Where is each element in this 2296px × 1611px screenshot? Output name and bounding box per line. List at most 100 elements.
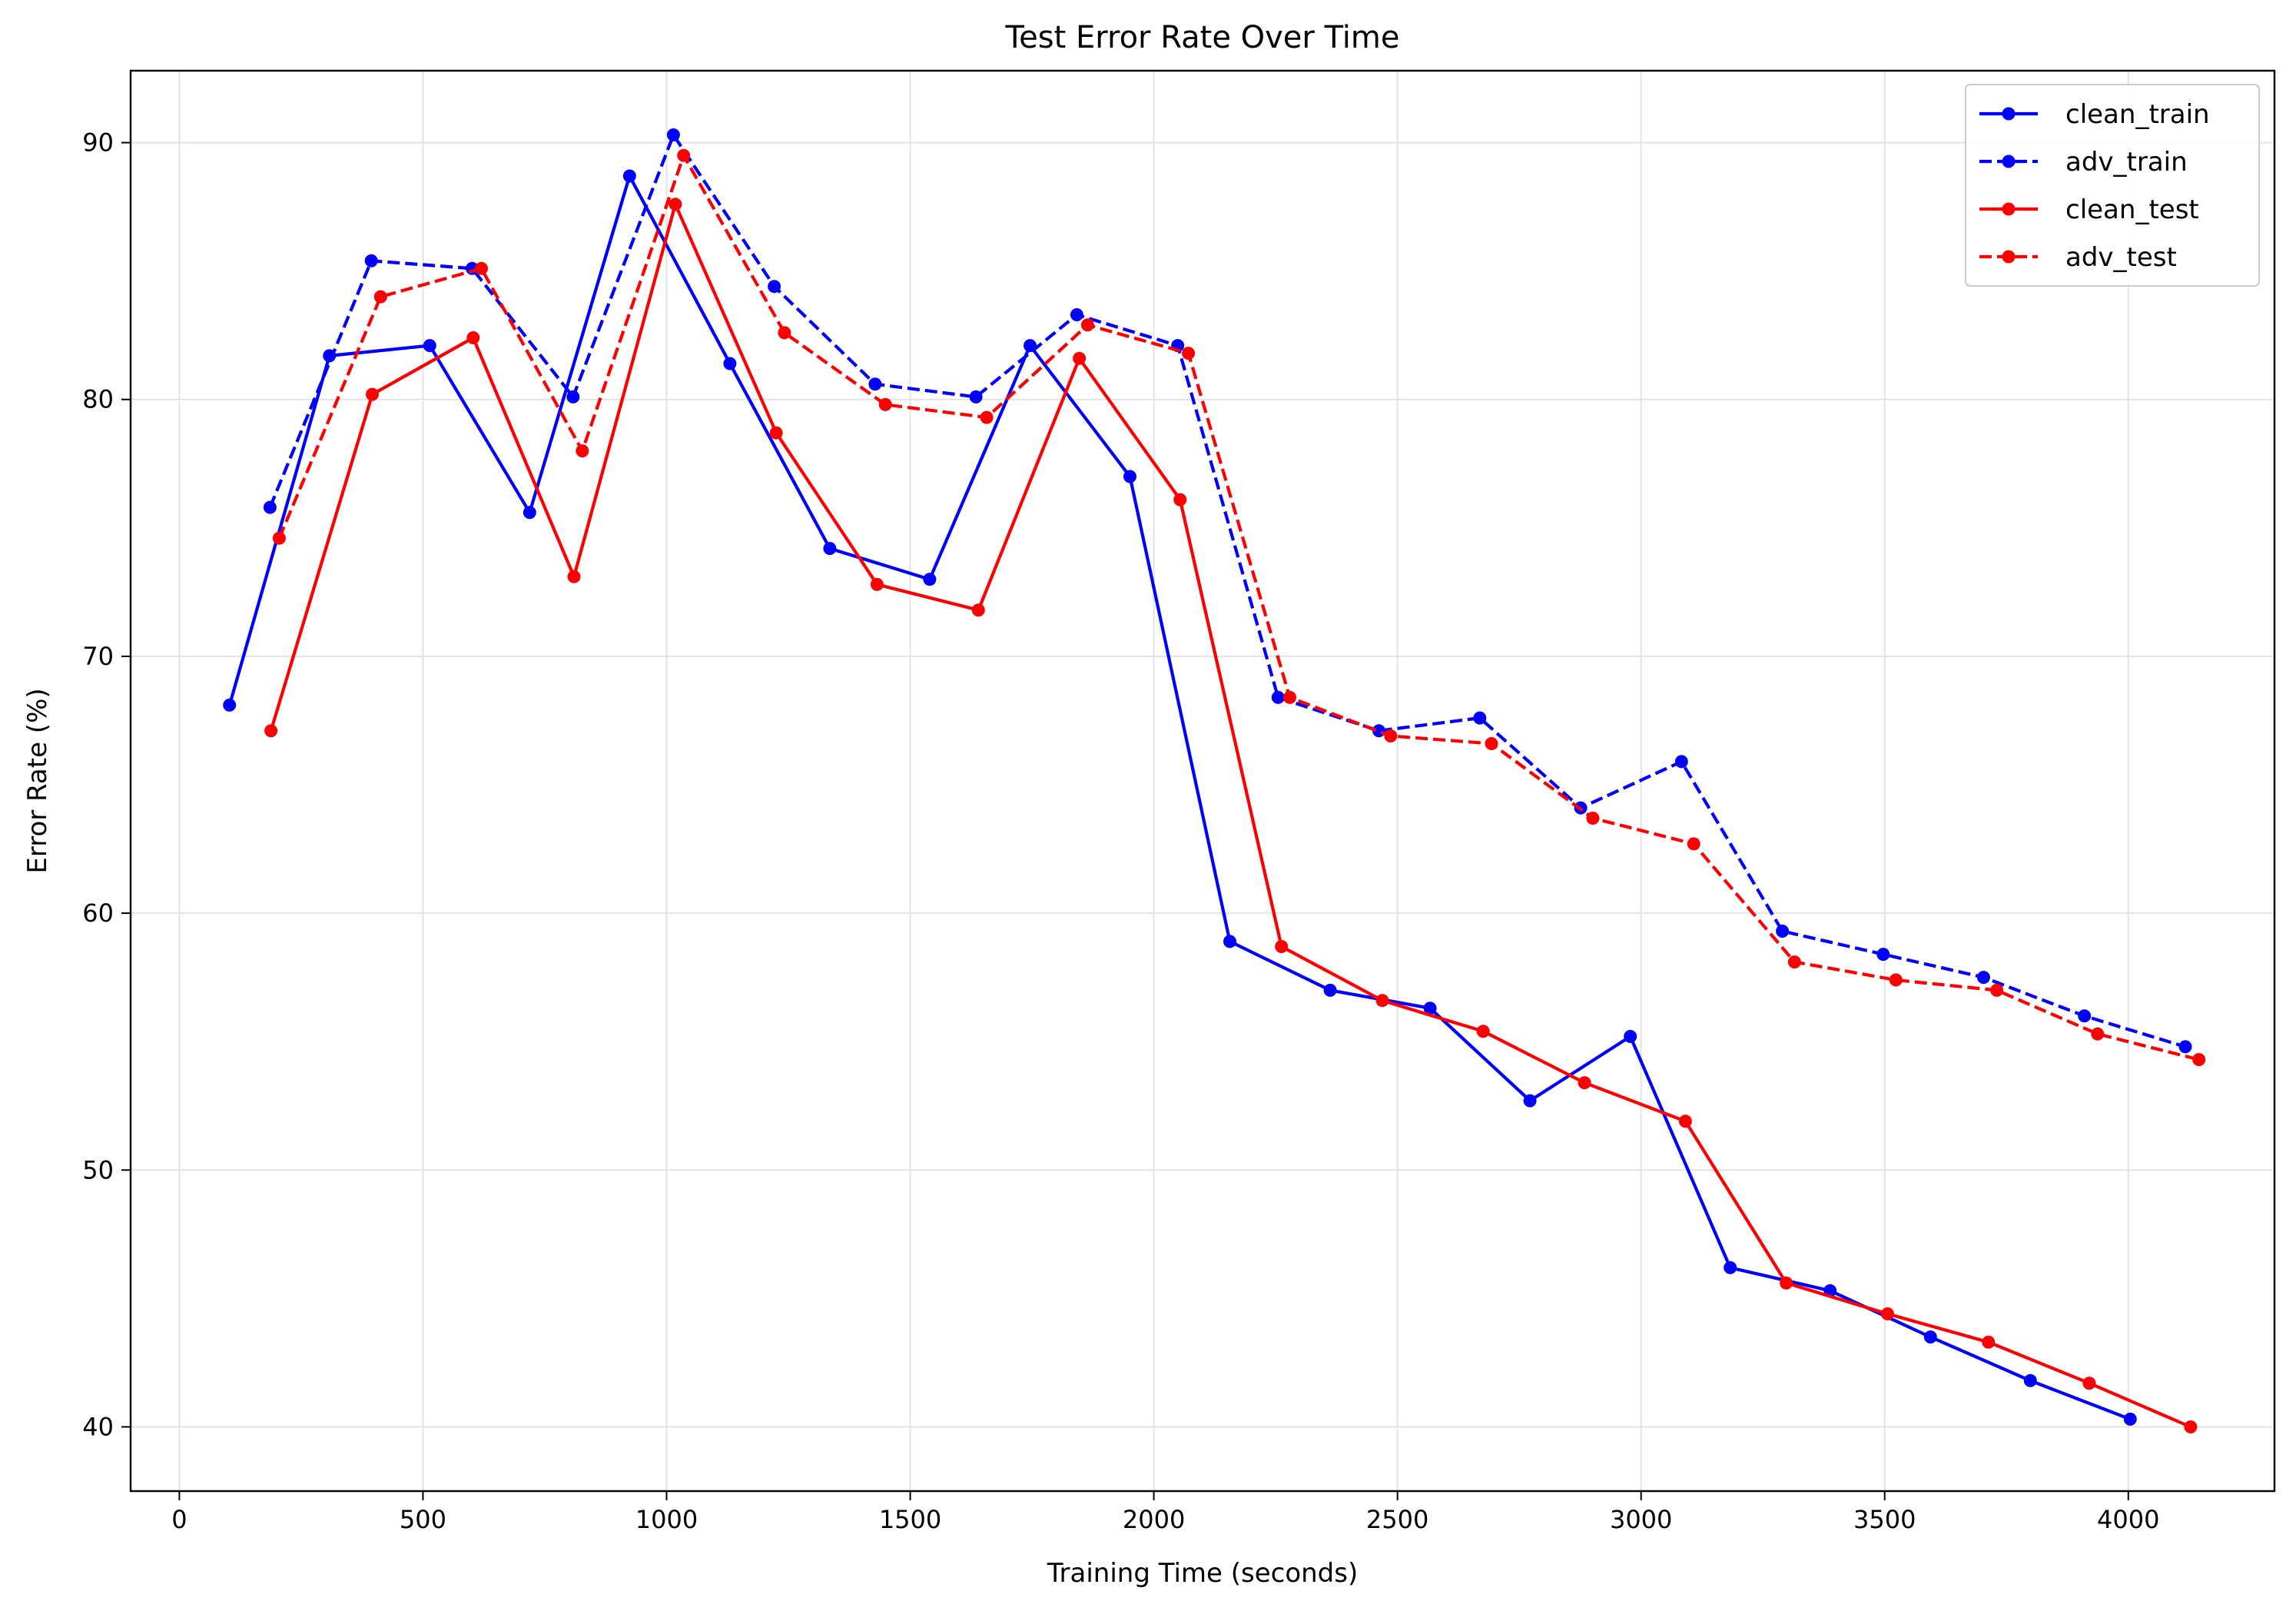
legend-label-adv_test: adv_test <box>2065 242 2177 273</box>
data-point-clean_test <box>1982 1335 1996 1349</box>
x-tick-label: 3500 <box>1853 1505 1916 1534</box>
x-tick-label: 1500 <box>879 1505 941 1534</box>
chart-title: Test Error Rate Over Time <box>1005 20 1400 55</box>
data-point-clean_train <box>1123 470 1136 483</box>
data-point-adv_test <box>1485 737 1498 750</box>
legend-marker-adv_train <box>2002 154 2016 168</box>
data-point-adv_train <box>1070 308 1083 321</box>
data-point-adv_train <box>1976 971 1990 985</box>
data-point-clean_test <box>264 724 278 738</box>
series-adv_test <box>272 148 2206 1067</box>
data-point-clean_train <box>723 357 737 370</box>
grid <box>131 71 2274 1491</box>
data-point-adv_test <box>1080 318 1094 332</box>
plot-frame <box>129 69 2276 1493</box>
data-point-adv_test <box>475 261 488 275</box>
data-point-clean_test <box>971 603 985 617</box>
data-point-clean_test <box>1780 1276 1793 1290</box>
data-point-clean_train <box>1624 1030 1637 1043</box>
data-point-adv_test <box>1687 837 1700 851</box>
data-point-adv_test <box>1889 973 1903 987</box>
data-point-clean_test <box>1881 1307 1894 1320</box>
data-point-clean_test <box>1476 1025 1490 1038</box>
data-point-adv_train <box>364 254 378 267</box>
data-point-adv_train <box>1271 690 1285 704</box>
data-point-clean_train <box>2123 1412 2137 1426</box>
data-point-clean_test <box>1173 493 1187 507</box>
data-point-adv_train <box>1674 755 1688 769</box>
data-point-clean_test <box>2184 1420 2198 1433</box>
y-tick-label: 40 <box>82 1412 114 1441</box>
legend-entry: adv_train <box>1979 147 2188 178</box>
y-tick-label: 70 <box>82 642 114 671</box>
data-point-adv_train <box>768 280 781 294</box>
data-point-clean_train <box>1724 1261 1737 1274</box>
y-tick-label: 80 <box>82 385 114 414</box>
data-point-adv_test <box>373 290 387 304</box>
data-point-clean_train <box>1523 1094 1537 1108</box>
x-tick-label: 2500 <box>1366 1505 1428 1534</box>
data-point-adv_train <box>969 390 983 404</box>
legend-label-adv_train: adv_train <box>2065 147 2188 178</box>
data-point-clean_test <box>1678 1114 1692 1128</box>
x-tick-label: 2000 <box>1123 1505 1185 1534</box>
data-point-clean_train <box>523 506 536 520</box>
data-point-clean_train <box>1323 983 1337 997</box>
legend-marker-clean_train <box>2002 107 2016 121</box>
data-point-adv_train <box>666 128 680 141</box>
data-point-adv_test <box>2192 1053 2206 1067</box>
data-point-adv_train <box>2078 1009 2092 1023</box>
y-tick-label: 90 <box>82 128 114 158</box>
data-point-clean_train <box>823 542 837 556</box>
data-point-adv_test <box>677 148 691 162</box>
axes: 0 500 1000 1500 2000 2500 3000 3500 4000 40 50 60 70… <box>82 128 2159 1534</box>
series-clean_train <box>223 169 2137 1426</box>
data-point-adv_train <box>566 390 580 404</box>
series-line-adv_test <box>277 154 2200 1061</box>
legend-label-clean_train: clean_train <box>2065 99 2210 130</box>
data-point-adv_test <box>1182 347 1196 360</box>
data-point-adv_test <box>576 444 589 458</box>
data-point-clean_test <box>567 570 581 583</box>
data-point-adv_test <box>2091 1027 2105 1041</box>
data-point-clean_test <box>366 387 379 401</box>
data-point-adv_train <box>1776 925 1790 938</box>
y-axis-title: Error Rate (%) <box>22 688 53 873</box>
data-point-adv_test <box>272 531 286 545</box>
data-point-clean_train <box>223 698 237 712</box>
data-point-adv_test <box>878 397 892 411</box>
data-point-clean_train <box>1423 1001 1437 1015</box>
data-point-clean_train <box>423 339 436 353</box>
x-tick-label: 4000 <box>2097 1505 2159 1534</box>
legend-label-clean_test: clean_test <box>2065 194 2199 225</box>
data-point-adv_train <box>263 500 277 514</box>
series-line-adv_train <box>268 133 2186 1048</box>
data-point-clean_train <box>1923 1330 1937 1344</box>
data-point-adv_test <box>1990 983 2004 997</box>
data-point-clean_test <box>1073 351 1087 365</box>
data-point-adv_test <box>1283 690 1296 704</box>
data-point-clean_test <box>2082 1377 2096 1390</box>
data-point-clean_test <box>669 198 682 211</box>
x-axis-title: Training Time (seconds) <box>1047 1558 1358 1589</box>
data-point-clean_test <box>1275 940 1289 953</box>
x-tick-label: 1000 <box>635 1505 698 1534</box>
data-point-clean_train <box>622 169 636 183</box>
data-point-adv_test <box>1787 955 1801 969</box>
legend-box <box>1965 84 2260 287</box>
y-tick-label: 60 <box>82 899 114 928</box>
legend-entry: adv_test <box>1979 242 2177 273</box>
data-point-clean_test <box>1578 1076 1591 1090</box>
data-point-adv_train <box>868 377 882 391</box>
data-point-adv_test <box>980 410 994 424</box>
data-point-clean_test <box>466 331 480 344</box>
series-layer <box>223 128 2206 1433</box>
data-point-clean_train <box>923 573 937 586</box>
data-point-clean_test <box>1375 994 1389 1008</box>
data-point-adv_test <box>1384 729 1398 742</box>
x-tick-label: 3000 <box>1610 1505 1672 1534</box>
series-line-clean_test <box>269 202 2191 1429</box>
data-point-adv_train <box>2178 1040 2192 1054</box>
